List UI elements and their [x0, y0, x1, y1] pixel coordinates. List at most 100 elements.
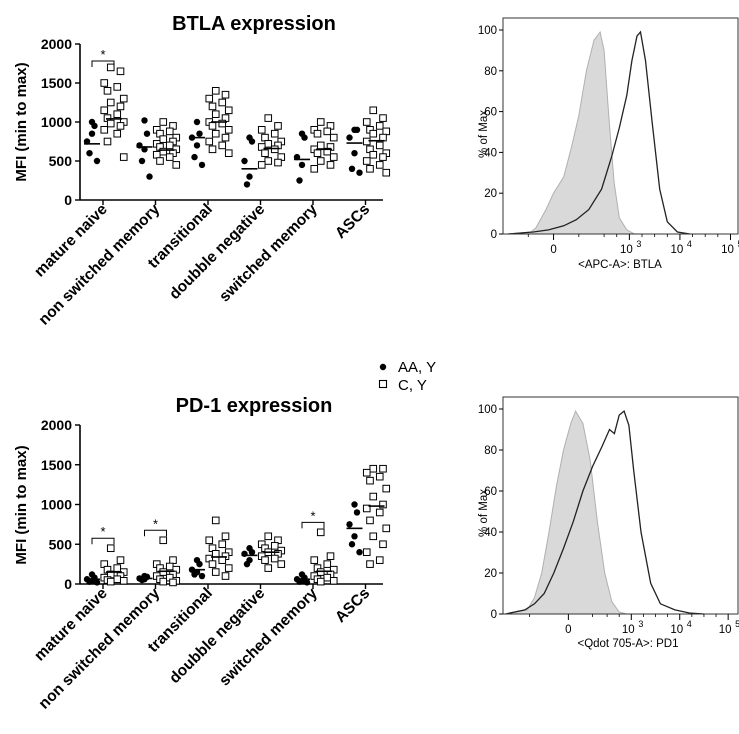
hist-btla-xtick-label-1: 10 — [620, 244, 633, 256]
pd1-c-point — [221, 572, 230, 580]
btla-aa-point — [348, 165, 356, 172]
btla-c-point — [316, 141, 325, 150]
pd1-ytick-label-0: 0 — [64, 576, 72, 592]
btla-aa-point — [93, 157, 101, 165]
btla-c-point — [224, 149, 233, 157]
pd1-c-point — [369, 464, 378, 473]
btla-c-point — [100, 126, 109, 134]
pd1-c-point — [113, 575, 122, 584]
pd1-significance-label-2: * — [310, 508, 315, 523]
pd1-c-point — [218, 540, 227, 549]
btla-c-point — [261, 133, 269, 142]
pd1-c-point — [326, 552, 335, 560]
pd1-aa-point — [351, 501, 358, 508]
btla-c-point — [270, 129, 279, 138]
btla-c-point — [329, 133, 338, 142]
btla-c-point — [326, 161, 335, 169]
pd1-aa-point — [356, 549, 363, 556]
btla-c-point — [119, 153, 128, 161]
pd1-c-point — [277, 560, 286, 568]
pd1-c-point — [205, 536, 214, 545]
pd1-c-point — [159, 577, 168, 586]
btla-c-point — [313, 129, 322, 138]
pd1-c-point — [116, 556, 125, 564]
btla-c-point — [106, 98, 115, 107]
btla-aa-point — [248, 138, 256, 145]
btla-c-point — [116, 122, 125, 130]
pd1-c-point — [366, 476, 374, 485]
btla-c-point — [323, 127, 332, 136]
pd1-c-point — [106, 577, 115, 586]
btla-aa-point — [198, 161, 206, 169]
pd1-c-point — [362, 504, 371, 513]
pd1-aa-point — [93, 579, 101, 586]
btla-ytick-label-3: 1500 — [41, 75, 72, 91]
legend: AA, Y C, Y — [378, 359, 436, 394]
btla-aa-point — [91, 122, 98, 130]
btla-c-point — [257, 161, 266, 169]
btla-c-point — [116, 67, 125, 76]
btla-c-point — [221, 90, 230, 99]
hist-btla-xlabel: <APC-A>: BTLA — [578, 259, 662, 271]
pd1-c-point — [211, 568, 220, 576]
pd1-c-point — [375, 508, 384, 517]
pd1-significance-label-0: * — [100, 524, 105, 539]
pd1-c-point — [316, 577, 325, 586]
btla-ylabel: MFI (min to max) — [13, 62, 30, 181]
pd1-aa-point — [248, 549, 256, 556]
hist-pd1-xtick-label-3: 10 — [719, 624, 732, 636]
btla-c-point — [103, 137, 112, 146]
pd1-c-point — [323, 573, 332, 582]
btla-ytick-label-4: 2000 — [41, 36, 72, 52]
pd1-c-point — [113, 564, 122, 572]
btla-c-point — [382, 127, 391, 136]
btla-c-point — [362, 118, 371, 126]
pd1-ytick-label-2: 1000 — [41, 497, 72, 513]
btla-c-point — [159, 118, 168, 126]
btla-c-point — [369, 150, 378, 159]
btla-c-point — [156, 157, 164, 165]
legend-aa-marker — [379, 363, 387, 371]
btla-c-point — [221, 133, 230, 142]
pd1-significance-bracket-2 — [301, 521, 325, 529]
btla-c-point — [159, 135, 168, 143]
legend-aa-label: AA, Y — [398, 359, 436, 376]
btla-c-point — [257, 126, 266, 134]
btla-aa-point — [351, 150, 358, 157]
pd1-ylabel: MFI (min to max) — [13, 445, 30, 564]
btla-category-ascs: ASCs — [332, 201, 373, 242]
btla-aa-point — [246, 173, 253, 180]
btla-c-point — [205, 137, 214, 146]
btla-c-point — [106, 119, 115, 128]
btla-c-point — [224, 106, 233, 115]
hist-pd1-xtick-label-1: 10 — [622, 624, 635, 636]
btla-c-point — [116, 102, 125, 111]
pd1-ytick-label-4: 2000 — [41, 417, 72, 433]
btla-aa-point — [243, 181, 251, 188]
btla-aa-point — [346, 134, 353, 141]
btla-aa-point — [356, 169, 363, 176]
btla-c-point — [274, 122, 282, 130]
btla-c-point — [379, 133, 387, 142]
btla-c-point — [152, 150, 161, 159]
hist-pd1-ytick-label-4: 80 — [484, 445, 497, 457]
pd1-c-point — [366, 560, 374, 568]
btla-c-point — [165, 127, 174, 136]
btla-c-point — [106, 63, 115, 72]
hist-btla-control-curve — [508, 30, 635, 235]
pd1-aa-point — [353, 509, 361, 516]
btla-aa-point — [143, 130, 151, 137]
btla-ytick-label-2: 1000 — [41, 114, 72, 130]
btla-aa-point — [353, 126, 361, 133]
btla-c-point — [366, 165, 374, 173]
btla-c-point — [316, 118, 325, 126]
pd1-c-point — [366, 516, 374, 525]
btla-aa-point — [301, 134, 308, 141]
btla-c-point — [113, 83, 122, 91]
btla-aa-point — [298, 161, 306, 169]
btla-aa-point — [146, 173, 153, 180]
hist-btla-ylabel: % of Max — [478, 110, 490, 158]
hist-pd1-ytick-label-0: 0 — [491, 609, 497, 621]
pd1-c-point — [382, 524, 391, 533]
